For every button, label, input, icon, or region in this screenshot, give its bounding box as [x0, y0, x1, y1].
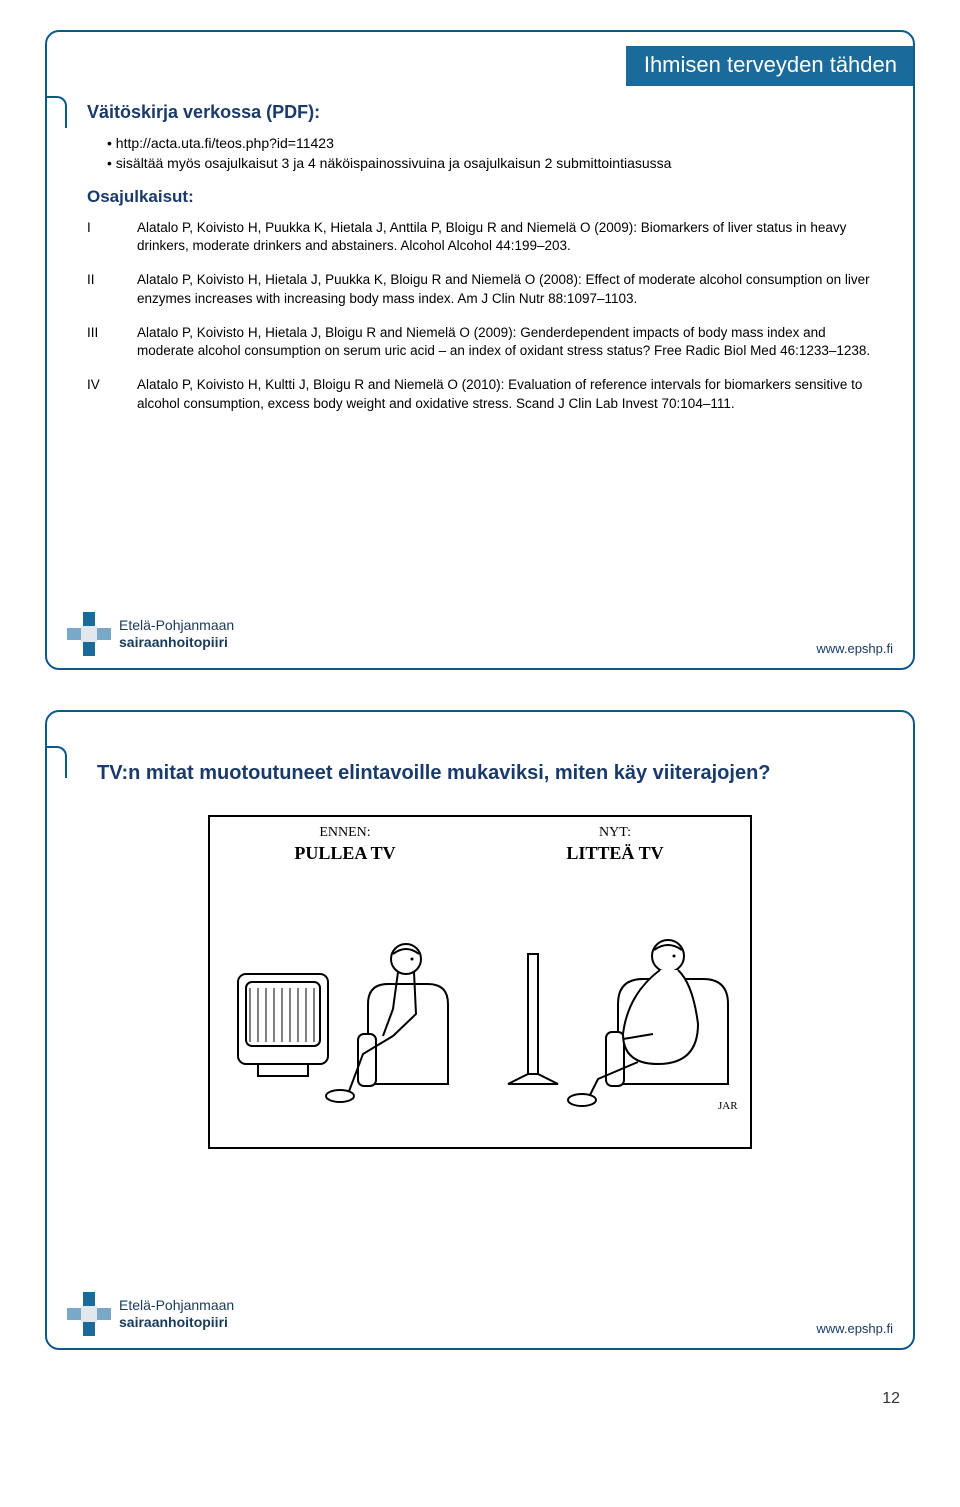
cross-icon: [67, 1292, 111, 1336]
logo-line-2: sairaanhoitopiiri: [119, 1314, 234, 1331]
cartoon-box: ENNEN: PULLEA TV: [208, 815, 752, 1149]
reference-row: III Alatalo P, Koivisto H, Hietala J, Bl…: [87, 324, 873, 360]
page-number: 12: [40, 1390, 920, 1408]
logo-text: Etelä-Pohjanmaan sairaanhoitopiiri: [119, 1297, 234, 1331]
slide-footer: Etelä-Pohjanmaan sairaanhoitopiiri www.e…: [67, 1292, 893, 1336]
reference-row: IV Alatalo P, Koivisto H, Kultti J, Bloi…: [87, 376, 873, 412]
cartoon-left: ENNEN: PULLEA TV: [210, 817, 480, 1147]
ref-number: II: [87, 271, 137, 307]
ref-number: III: [87, 324, 137, 360]
logo-line-2: sairaanhoitopiiri: [119, 634, 234, 651]
cartoon-left-label: ENNEN:: [218, 825, 472, 841]
ref-text: Alatalo P, Koivisto H, Kultti J, Bloigu …: [137, 376, 873, 412]
thesis-note: sisältää myös osajulkaisut 3 ja 4 näköis…: [107, 155, 873, 171]
cartoon-right-title: LITTEÄ TV: [488, 843, 742, 864]
cross-icon: [67, 612, 111, 656]
reference-row: II Alatalo P, Koivisto H, Hietala J, Puu…: [87, 271, 873, 307]
slide-1-content: Väitöskirja verkossa (PDF): http://acta.…: [87, 102, 873, 429]
ref-text: Alatalo P, Koivisto H, Hietala J, Bloigu…: [137, 324, 873, 360]
logo-block: Etelä-Pohjanmaan sairaanhoitopiiri: [67, 1292, 234, 1336]
footer-url: www.epshp.fi: [816, 1321, 893, 1336]
cartoon-right-drawing: JARi: [488, 864, 738, 1114]
slide-1-title: Väitöskirja verkossa (PDF):: [87, 102, 873, 123]
cartoon-right: NYT: LITTEÄ TV: [480, 817, 750, 1147]
logo-line-1: Etelä-Pohjanmaan: [119, 617, 234, 634]
tab-decoration: [45, 746, 67, 778]
slide-2-title: TV:n mitat muotoutuneet elintavoille muk…: [87, 762, 873, 785]
svg-text:JARi: JARi: [718, 1100, 738, 1112]
tab-decoration: [45, 96, 67, 128]
logo-line-1: Etelä-Pohjanmaan: [119, 1297, 234, 1314]
footer-url: www.epshp.fi: [816, 641, 893, 656]
slide-2-content: TV:n mitat muotoutuneet elintavoille muk…: [87, 762, 873, 1149]
reference-row: I Alatalo P, Koivisto H, Puukka K, Hieta…: [87, 219, 873, 255]
thesis-url: http://acta.uta.fi/teos.php?id=11423: [107, 135, 873, 151]
ref-text: Alatalo P, Koivisto H, Hietala J, Puukka…: [137, 271, 873, 307]
ref-text: Alatalo P, Koivisto H, Puukka K, Hietala…: [137, 219, 873, 255]
header-banner: Ihmisen terveyden tähden: [626, 46, 915, 86]
ref-number: I: [87, 219, 137, 255]
logo-text: Etelä-Pohjanmaan sairaanhoitopiiri: [119, 617, 234, 651]
cartoon-left-title: PULLEA TV: [218, 843, 472, 864]
slide-footer: Etelä-Pohjanmaan sairaanhoitopiiri www.e…: [67, 612, 893, 656]
subtitle-publications: Osajulkaisut:: [87, 187, 873, 207]
slide-1: Ihmisen terveyden tähden Väitöskirja ver…: [45, 30, 915, 670]
cartoon-right-label: NYT:: [488, 825, 742, 841]
slide-2: TV:n mitat muotoutuneet elintavoille muk…: [45, 710, 915, 1350]
logo-block: Etelä-Pohjanmaan sairaanhoitopiiri: [67, 612, 234, 656]
cartoon-left-drawing: [218, 864, 468, 1114]
ref-number: IV: [87, 376, 137, 412]
